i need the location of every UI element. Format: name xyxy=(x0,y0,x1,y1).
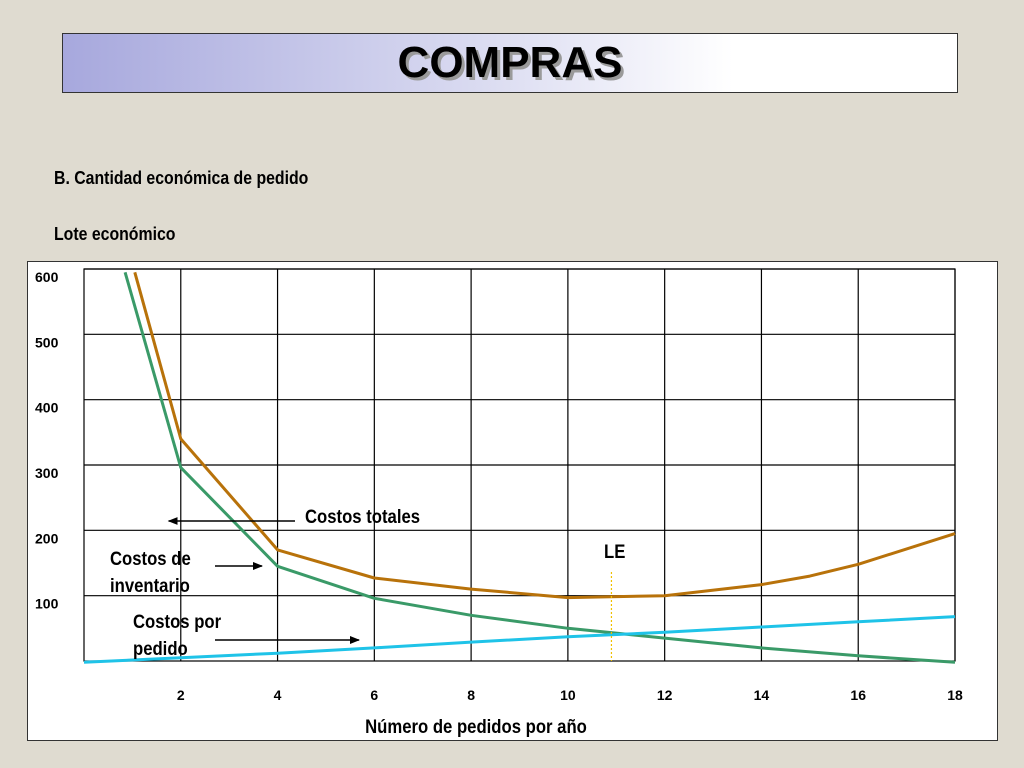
annotation-costos-inventario-line2: inventario xyxy=(110,575,190,596)
chart-ticks: 2 4 6 8 10 12 14 16 18 100 200 300 400 500 600 xyxy=(35,269,963,703)
y-tick-label-300: 300 xyxy=(35,465,59,481)
annotation-costos-pedido-line1: Costos por xyxy=(133,611,221,632)
x-tick-label-4: 4 xyxy=(274,687,282,703)
x-tick-label-2: 2 xyxy=(177,687,185,703)
slide-title: COMPRAS xyxy=(397,38,623,87)
chart-series xyxy=(83,271,956,664)
series-line-totales xyxy=(133,271,956,600)
x-tick-label-16: 16 xyxy=(850,687,866,703)
x-tick-label-6: 6 xyxy=(370,687,378,703)
x-tick-label-10: 10 xyxy=(560,687,576,703)
x-axis-label: Número de pedidos por año xyxy=(365,716,587,737)
chart-annotations: Costos totales Costos de inventario Costos … xyxy=(110,506,625,661)
series-line-inventario xyxy=(123,271,956,664)
x-tick-label-12: 12 xyxy=(657,687,673,703)
slide-subtitle: B. Cantidad económica de pedido xyxy=(54,168,309,188)
x-tick-label-8: 8 xyxy=(467,687,475,703)
y-tick-label-500: 500 xyxy=(35,334,59,350)
y-tick-label-400: 400 xyxy=(35,400,59,416)
chart-grid xyxy=(83,268,956,662)
y-tick-label-100: 100 xyxy=(35,596,59,612)
annotation-le-text: LE xyxy=(604,541,625,562)
x-tick-label-18: 18 xyxy=(947,687,963,703)
series-line-pedido xyxy=(83,615,956,664)
title-banner: COMPRAS xyxy=(62,33,958,93)
annotation-costos-inventario-line1: Costos de xyxy=(110,548,191,569)
annotation-costos-totales-text: Costos totales xyxy=(305,506,420,527)
x-tick-label-14: 14 xyxy=(754,687,770,703)
y-tick-label-200: 200 xyxy=(35,530,59,546)
section-heading: Lote económico xyxy=(54,224,176,244)
annotation-costos-pedido-line2: pedido xyxy=(133,638,188,659)
y-tick-label-600: 600 xyxy=(35,269,59,285)
